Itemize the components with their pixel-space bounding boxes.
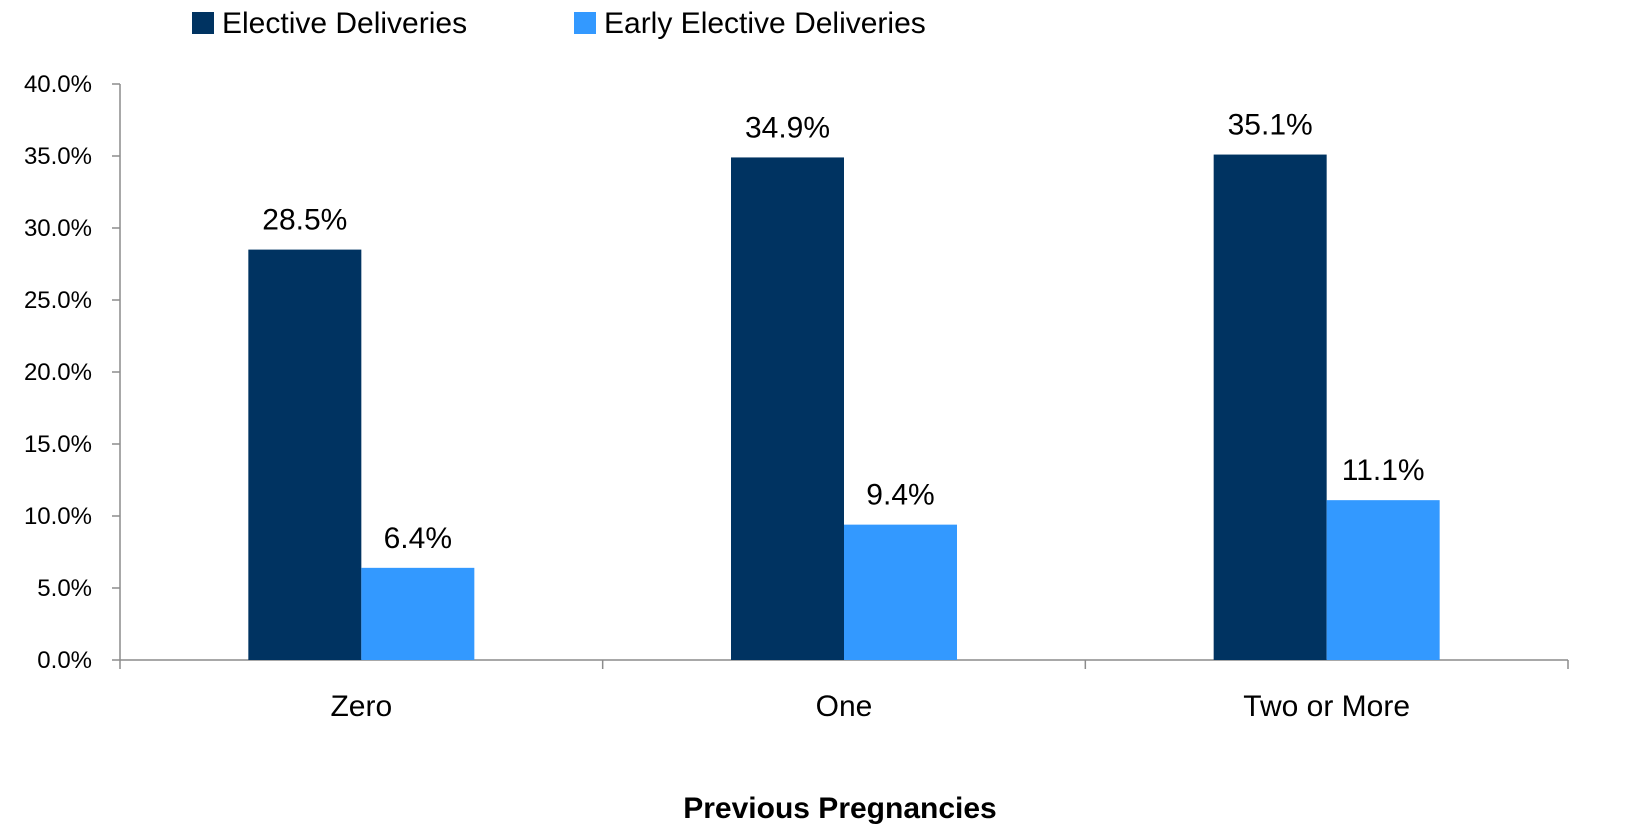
legend-swatch xyxy=(192,12,214,34)
bar xyxy=(248,249,362,660)
legend-label: Elective Deliveries xyxy=(222,7,467,40)
y-tick-label: 0.0% xyxy=(37,647,92,674)
y-tick-label: 10.0% xyxy=(24,503,92,530)
y-tick-label: 20.0% xyxy=(24,359,92,386)
x-category-label: Zero xyxy=(330,690,392,723)
bar xyxy=(1213,154,1327,660)
bars xyxy=(248,154,1440,660)
bar xyxy=(361,567,475,660)
y-tick-label: 15.0% xyxy=(24,431,92,458)
bar-value-label: 34.9% xyxy=(745,111,830,144)
x-axis: Zero One Two or More xyxy=(119,659,1569,723)
y-tick-label: 5.0% xyxy=(37,575,92,602)
bar-value-label: 9.4% xyxy=(866,479,934,512)
y-tick-label: 35.0% xyxy=(24,143,92,170)
bar-value-label: 11.1% xyxy=(1342,454,1425,487)
bar-value-label: 6.4% xyxy=(384,522,452,555)
x-axis-title: Previous Pregnancies xyxy=(683,792,996,825)
bar xyxy=(1326,500,1440,660)
x-category-label: Two or More xyxy=(1243,690,1410,723)
y-axis: 0.0% 5.0% 10.0% 15.0% 20.0% 25.0% 30.0% 35.0% 40… xyxy=(24,71,121,674)
legend: Elective Deliveries Early Elective Delive… xyxy=(192,7,926,40)
legend-swatch xyxy=(574,12,596,34)
y-tick-label: 40.0% xyxy=(24,71,92,98)
bar xyxy=(844,524,957,660)
data-labels: 28.5% 6.4% 34.9% 9.4% 35.1% 11.1% xyxy=(262,109,1424,555)
bar xyxy=(731,157,844,660)
legend-label: Early Elective Deliveries xyxy=(604,7,926,40)
x-category-label: One xyxy=(816,690,873,723)
y-tick-label: 25.0% xyxy=(24,287,92,314)
bar-value-label: 35.1% xyxy=(1228,109,1313,142)
y-tick-label: 30.0% xyxy=(24,215,92,242)
bar-value-label: 28.5% xyxy=(262,204,347,237)
